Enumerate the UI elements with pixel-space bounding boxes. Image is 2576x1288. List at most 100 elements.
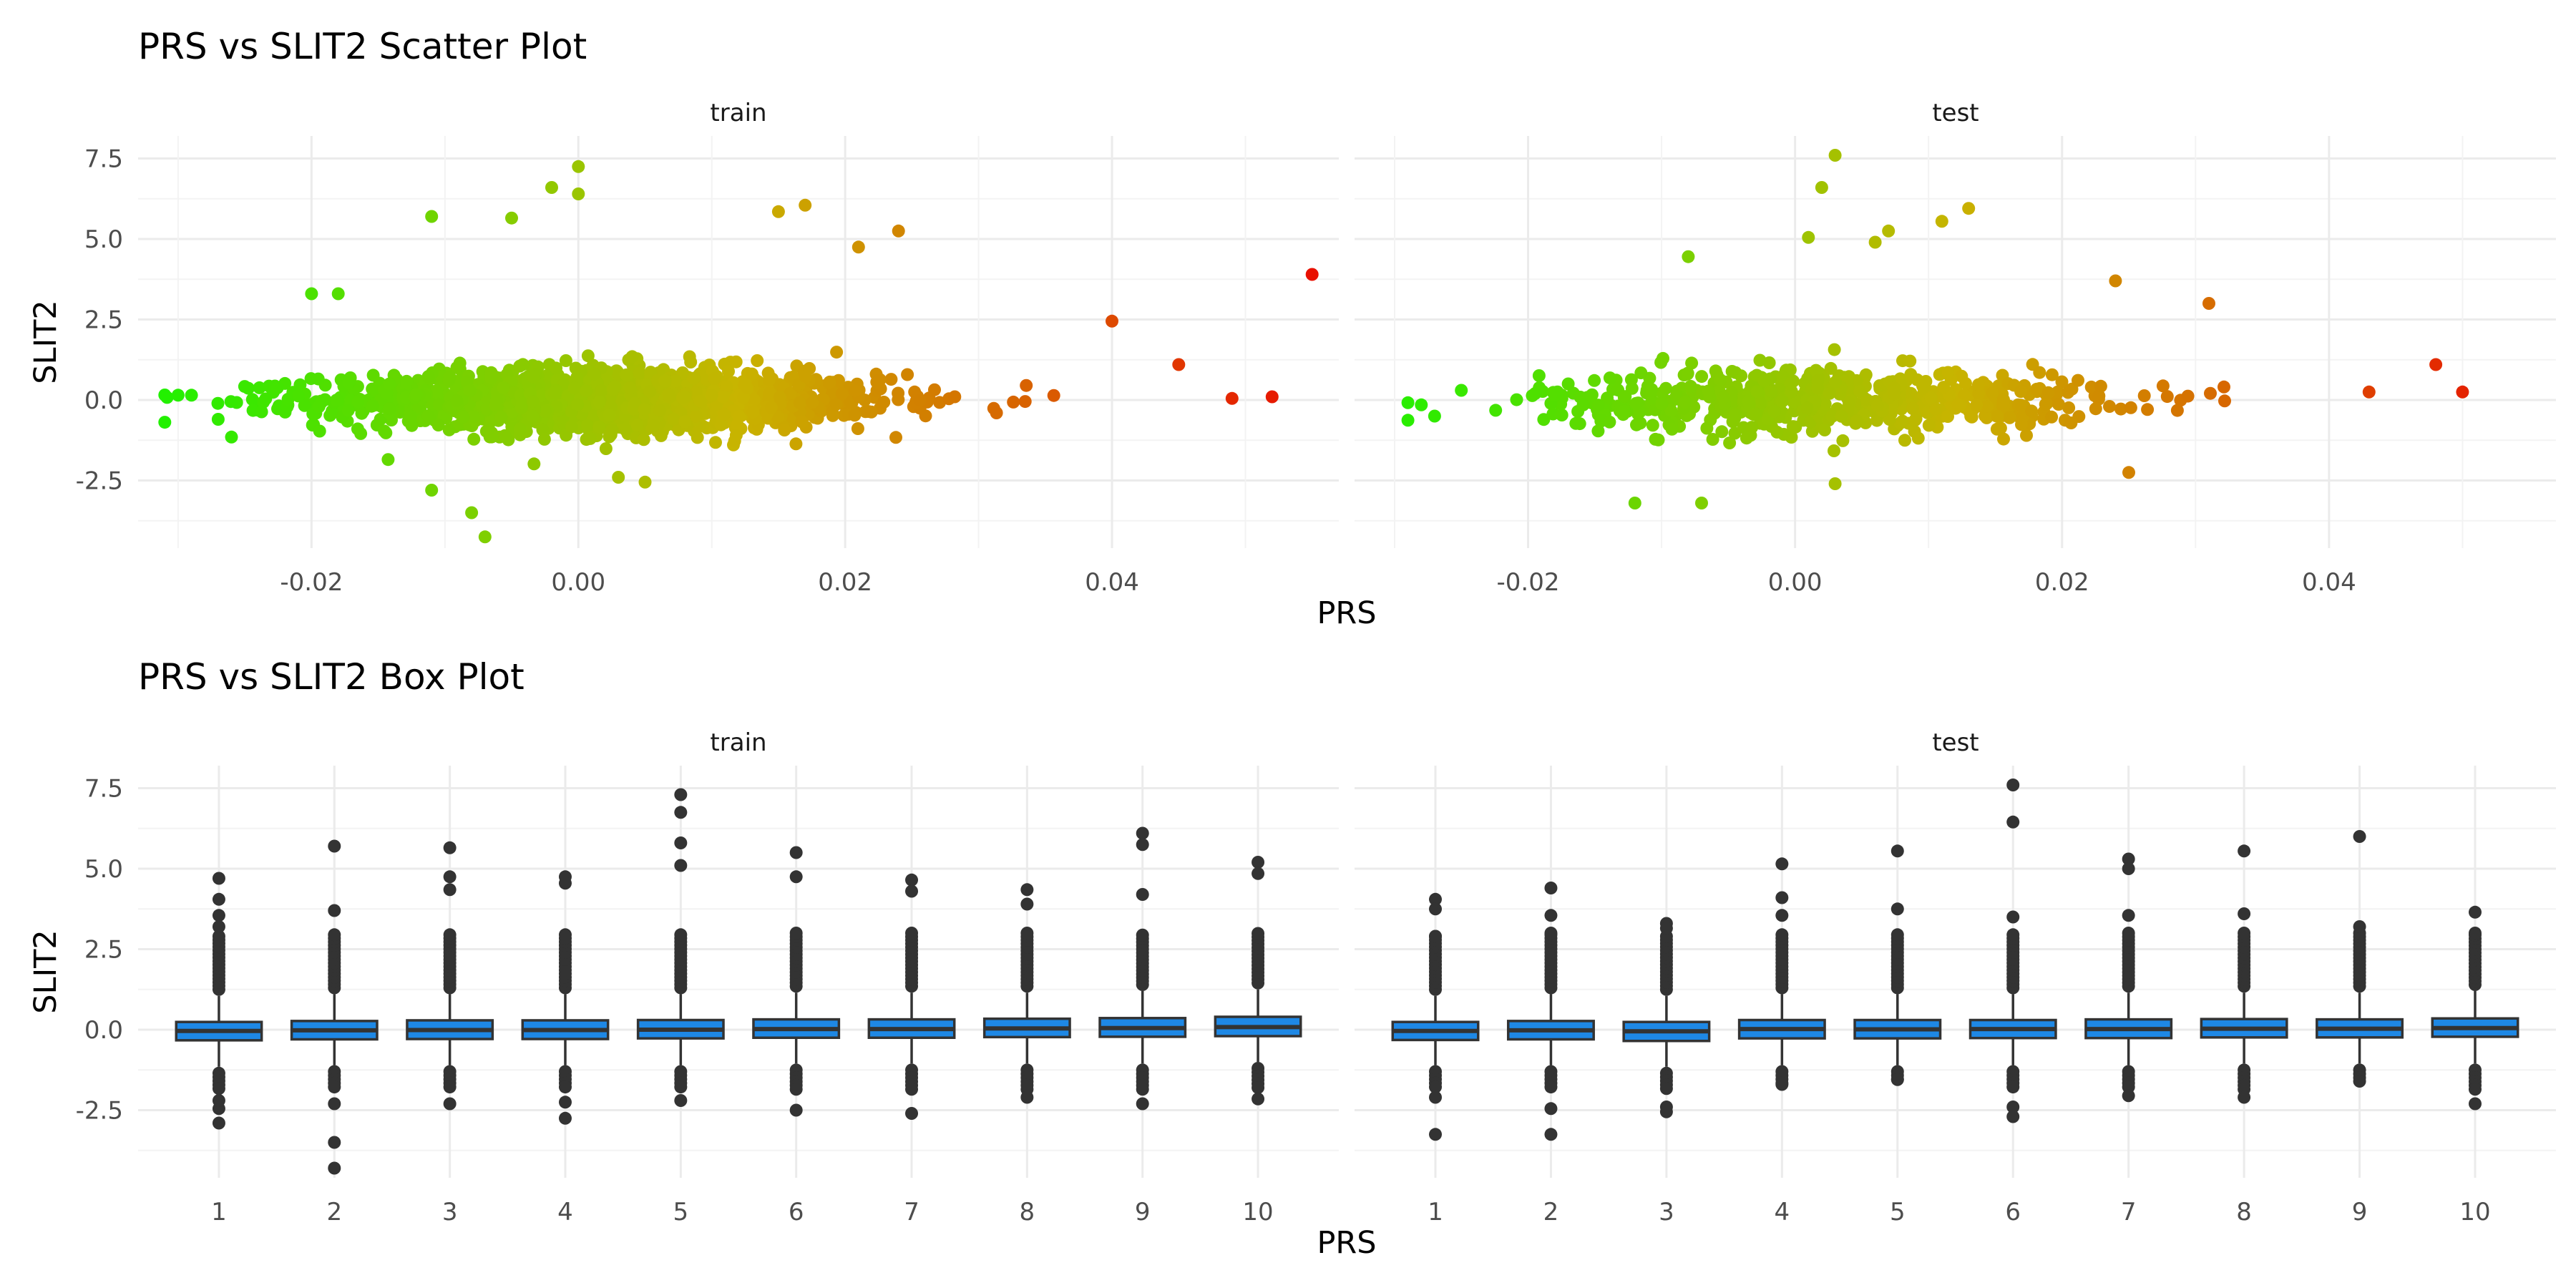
- scatter-point: [1685, 356, 1699, 370]
- x-tick-label: 1: [1428, 1198, 1443, 1226]
- scatter-point: [1828, 444, 1840, 457]
- scatter-point: [381, 453, 395, 467]
- scatter-point: [688, 371, 701, 385]
- box-outlier: [2006, 1101, 2020, 1113]
- scatter-point: [1770, 425, 1784, 439]
- box-outlier: [558, 877, 572, 890]
- scatter-point: [1951, 398, 1965, 411]
- box-outlier: [674, 1094, 688, 1107]
- scatter-point: [536, 423, 550, 436]
- scatter-point: [1619, 390, 1632, 404]
- y-tick-label: 0.0: [84, 1016, 123, 1045]
- box-outlier: [2238, 907, 2251, 920]
- scatter-point: [1603, 415, 1616, 429]
- box-outlier: [443, 870, 457, 884]
- scatter-point: [545, 181, 558, 194]
- box-title: PRS vs SLIT2 Box Plot: [138, 656, 525, 698]
- x-tick-label: 0.00: [551, 568, 605, 597]
- scatter-point: [242, 381, 255, 395]
- scatter-point: [1991, 410, 2004, 424]
- scatter-point: [647, 419, 660, 433]
- scatter-point: [653, 404, 667, 417]
- scatter-point: [171, 389, 185, 402]
- scatter-point: [1646, 419, 1659, 432]
- scatter-point: [1665, 422, 1679, 436]
- x-tick-label: -0.02: [1497, 568, 1560, 597]
- scatter-point: [2094, 379, 2107, 393]
- box-outlier: [212, 1116, 225, 1130]
- scatter-point: [2141, 403, 2155, 416]
- scatter-point: [1829, 376, 1842, 389]
- scatter-point: [778, 424, 791, 436]
- scatter-test-points: [1401, 149, 2469, 509]
- box-outlier: [905, 1107, 919, 1120]
- scatter-point: [571, 398, 585, 411]
- scatter-point: [253, 381, 266, 394]
- scatter-point: [901, 368, 914, 381]
- box-outlier: [2238, 844, 2251, 858]
- scatter-point: [1576, 398, 1590, 411]
- scatter-point: [467, 410, 480, 424]
- box-outlier: [2006, 910, 2020, 924]
- scatter-point: [1911, 431, 1925, 445]
- box-outlier: [2122, 862, 2135, 875]
- box-outlier: [905, 884, 919, 898]
- box-outlier: [674, 928, 688, 942]
- x-tick-label: 0.02: [818, 568, 872, 597]
- scatter-point: [678, 390, 692, 404]
- y-tick-label: 2.5: [84, 936, 123, 965]
- scatter-point: [585, 409, 599, 422]
- scatter-point: [457, 410, 470, 424]
- scatter-point: [1649, 432, 1662, 446]
- box-outlier: [1659, 1101, 1673, 1113]
- box-outlier: [1890, 902, 1904, 916]
- box-outlier: [2468, 927, 2482, 940]
- scatter-point: [1489, 404, 1503, 417]
- scatter-point: [2362, 385, 2376, 399]
- scatter-point: [1695, 497, 1708, 509]
- scatter-point: [1825, 409, 1839, 423]
- scatter-point: [662, 387, 675, 401]
- scatter-point: [1664, 404, 1678, 417]
- scatter-point: [1828, 149, 1842, 162]
- scatter-point: [2218, 394, 2231, 408]
- scatter-point: [374, 412, 387, 426]
- scatter-point: [526, 395, 540, 409]
- scatter-point: [1818, 423, 1831, 436]
- scatter-x-axis-label: PRS: [1317, 595, 1376, 631]
- scatter-point: [595, 384, 608, 398]
- scatter-point: [1588, 374, 1601, 387]
- scatter-point: [2030, 382, 2044, 396]
- box-outlier: [1775, 891, 1789, 904]
- box-outlier: [2006, 1080, 2020, 1094]
- y-tick-label: 5.0: [84, 855, 123, 884]
- scatter-point: [2020, 429, 2033, 442]
- scatter-strip-test: test: [1932, 99, 1979, 127]
- scatter-point: [1935, 215, 1948, 228]
- scatter-point: [2089, 402, 2102, 416]
- scatter-point: [2114, 402, 2127, 416]
- scatter-point: [351, 395, 365, 409]
- scatter-point: [1828, 343, 1841, 356]
- scatter-point: [1823, 386, 1836, 400]
- scatter-point: [2025, 404, 2039, 418]
- scatter-point: [1634, 366, 1648, 380]
- box-outlier: [212, 909, 225, 922]
- box-outlier: [1429, 1128, 1443, 1141]
- scatter-point: [638, 403, 651, 416]
- y-tick-label: -2.5: [76, 1097, 123, 1126]
- scatter-point: [2156, 379, 2170, 393]
- scatter-point: [442, 423, 456, 436]
- scatter-point: [1742, 394, 1756, 408]
- box-outlier: [2122, 927, 2135, 940]
- scatter-point: [1870, 399, 1884, 413]
- y-tick-label: 5.0: [84, 225, 123, 254]
- scatter-point: [630, 419, 644, 432]
- box-outlier: [2122, 852, 2135, 866]
- scatter-point: [1843, 396, 1855, 409]
- scatter-point: [2072, 374, 2084, 387]
- scatter-point: [823, 375, 836, 389]
- box-outlier: [2006, 779, 2020, 791]
- scatter-point: [826, 409, 839, 422]
- scatter-point: [527, 370, 540, 384]
